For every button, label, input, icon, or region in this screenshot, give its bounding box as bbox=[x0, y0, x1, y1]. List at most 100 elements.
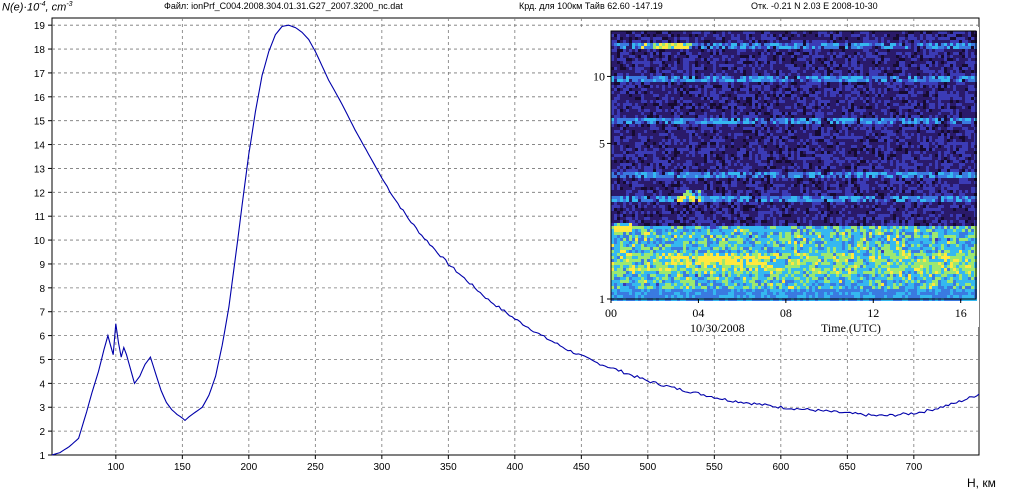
heatmap-cell bbox=[665, 58, 668, 61]
heatmap-cell bbox=[944, 79, 947, 82]
heatmap-cell bbox=[956, 136, 959, 139]
heatmap-cell bbox=[899, 37, 902, 40]
heatmap-cell bbox=[803, 67, 806, 70]
heatmap-cell bbox=[971, 139, 974, 142]
heatmap-cell bbox=[812, 133, 815, 136]
heatmap-cell bbox=[869, 55, 872, 58]
heatmap-cell bbox=[812, 127, 815, 130]
heatmap-cell bbox=[671, 37, 674, 40]
heatmap-cell bbox=[971, 55, 974, 58]
heatmap-cell bbox=[971, 88, 974, 91]
heatmap-cell bbox=[872, 34, 875, 37]
heatmap-cell bbox=[638, 52, 641, 55]
heatmap-cell bbox=[857, 34, 860, 37]
heatmap-cell bbox=[881, 115, 884, 118]
heatmap-cell bbox=[632, 61, 635, 64]
heatmap-cell bbox=[908, 76, 911, 79]
heatmap-cell bbox=[617, 34, 620, 37]
heatmap-cell bbox=[869, 103, 872, 106]
heatmap-cell bbox=[800, 133, 803, 136]
heatmap-cell bbox=[746, 91, 749, 94]
heatmap-cell bbox=[725, 118, 728, 121]
heatmap-cell bbox=[632, 103, 635, 106]
heatmap-cell bbox=[806, 82, 809, 85]
heatmap-cell bbox=[680, 121, 683, 124]
heatmap-cell bbox=[893, 139, 896, 142]
heatmap-cell bbox=[938, 109, 941, 112]
heatmap-cell bbox=[824, 34, 827, 37]
heatmap-cell bbox=[923, 142, 926, 145]
heatmap-cell bbox=[923, 34, 926, 37]
heatmap-cell bbox=[809, 145, 812, 148]
heatmap-cell bbox=[914, 112, 917, 115]
heatmap-cell bbox=[782, 52, 785, 55]
heatmap-cell bbox=[971, 37, 974, 40]
heatmap-cell bbox=[755, 130, 758, 133]
heatmap-cell bbox=[665, 73, 668, 76]
heatmap-cell bbox=[884, 133, 887, 136]
heatmap-cell bbox=[878, 82, 881, 85]
heatmap-cell bbox=[791, 142, 794, 145]
heatmap-cell bbox=[830, 115, 833, 118]
heatmap-cell bbox=[878, 61, 881, 64]
heatmap-cell bbox=[947, 118, 950, 121]
heatmap-cell bbox=[929, 31, 932, 34]
heatmap-cell bbox=[911, 118, 914, 121]
heatmap-cell bbox=[707, 91, 710, 94]
heatmap-cell bbox=[611, 124, 614, 127]
heatmap-cell bbox=[851, 100, 854, 103]
heatmap-cell bbox=[920, 133, 923, 136]
heatmap-cell bbox=[878, 34, 881, 37]
heatmap-cell bbox=[653, 124, 656, 127]
heatmap-cell bbox=[632, 88, 635, 91]
heatmap-cell bbox=[917, 94, 920, 97]
heatmap-cell bbox=[848, 82, 851, 85]
heatmap-cell bbox=[932, 67, 935, 70]
heatmap-cell bbox=[872, 91, 875, 94]
heatmap-cell bbox=[698, 106, 701, 109]
heatmap-cell bbox=[830, 97, 833, 100]
heatmap-cell bbox=[866, 142, 869, 145]
heatmap-cell bbox=[731, 76, 734, 79]
heatmap-cell bbox=[965, 97, 968, 100]
heatmap-cell bbox=[842, 67, 845, 70]
heatmap-cell bbox=[824, 46, 827, 49]
heatmap-cell bbox=[899, 139, 902, 142]
heatmap-cell bbox=[917, 37, 920, 40]
heatmap-cell bbox=[692, 145, 695, 148]
heatmap-cell bbox=[857, 145, 860, 148]
heatmap-cell bbox=[935, 121, 938, 124]
heatmap-cell bbox=[623, 76, 626, 79]
heatmap-cell bbox=[689, 85, 692, 88]
heatmap-cell bbox=[704, 112, 707, 115]
heatmap-cell bbox=[875, 55, 878, 58]
heatmap-cell bbox=[665, 106, 668, 109]
heatmap-cell bbox=[905, 76, 908, 79]
heatmap-cell bbox=[917, 85, 920, 88]
heatmap-cell bbox=[830, 70, 833, 73]
heatmap-cell bbox=[740, 64, 743, 67]
heatmap-cell bbox=[866, 73, 869, 76]
heatmap-cell bbox=[779, 94, 782, 97]
heatmap-cell bbox=[662, 61, 665, 64]
heatmap-cell bbox=[653, 88, 656, 91]
heatmap-cell bbox=[935, 52, 938, 55]
heatmap-cell bbox=[803, 130, 806, 133]
heatmap-cell bbox=[695, 121, 698, 124]
heatmap-cell bbox=[620, 139, 623, 142]
heatmap-cell bbox=[656, 61, 659, 64]
heatmap-cell bbox=[701, 124, 704, 127]
heatmap-cell bbox=[950, 103, 953, 106]
y-tick-label: 12 bbox=[34, 188, 46, 199]
heatmap-cell bbox=[803, 79, 806, 82]
heatmap-cell bbox=[920, 145, 923, 148]
heatmap-cell bbox=[845, 124, 848, 127]
heatmap-cell bbox=[947, 139, 950, 142]
heatmap-cell bbox=[641, 49, 644, 52]
heatmap-cell bbox=[803, 43, 806, 46]
heatmap-cell bbox=[698, 136, 701, 139]
heatmap-cell bbox=[902, 43, 905, 46]
heatmap-cell bbox=[662, 142, 665, 145]
heatmap-cell bbox=[881, 94, 884, 97]
heatmap-cell bbox=[869, 100, 872, 103]
